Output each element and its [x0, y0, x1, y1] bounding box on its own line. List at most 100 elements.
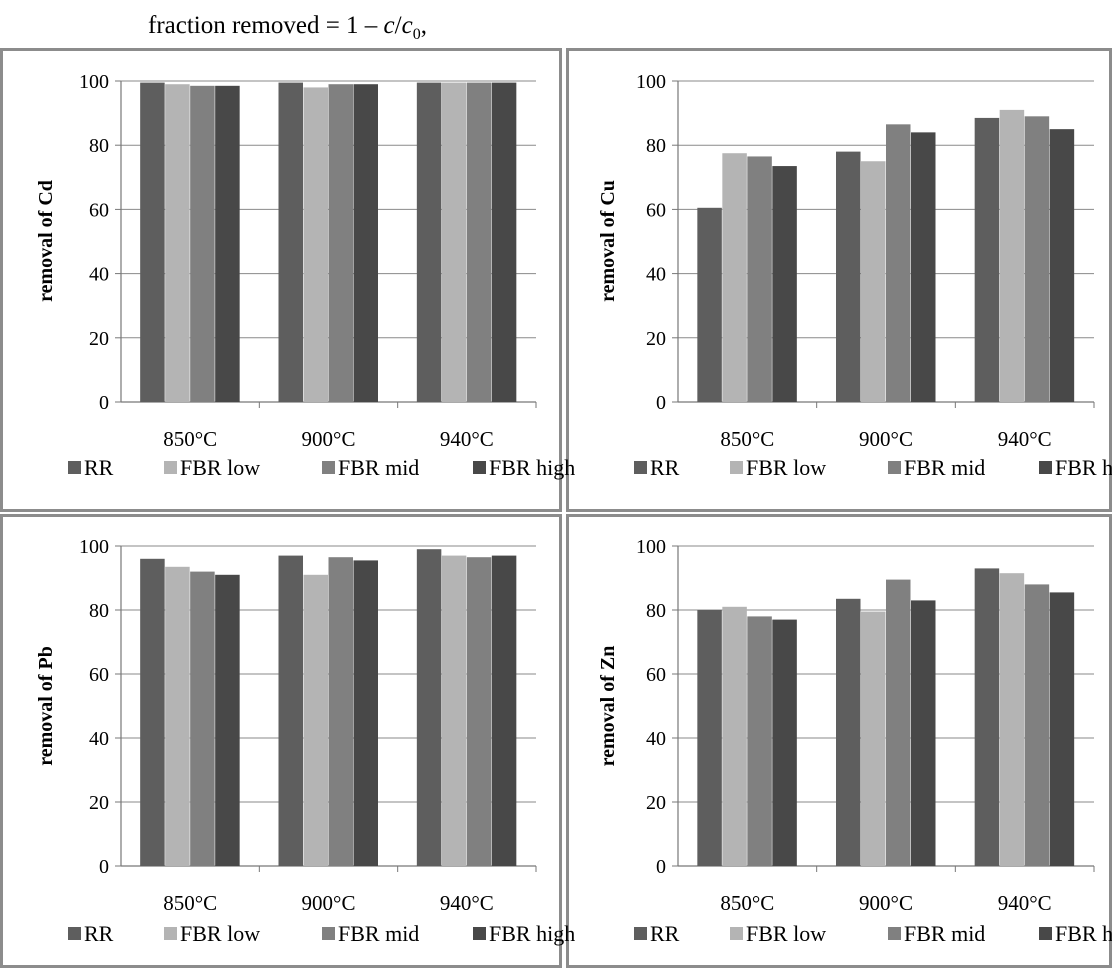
legend-swatch — [68, 927, 81, 940]
bar — [278, 555, 303, 866]
legend-swatch — [730, 461, 743, 474]
bar — [911, 600, 936, 866]
bar — [974, 568, 1000, 866]
legend: RR FBR low FBR mid FBR high — [634, 455, 1112, 480]
bar — [165, 566, 190, 866]
legend-label: FBR high — [489, 455, 575, 480]
bar — [328, 557, 353, 866]
y-axis-label: removal of Cu — [597, 180, 619, 302]
legend-swatch — [1039, 461, 1052, 474]
bar — [140, 82, 165, 402]
y-tick-label: 0 — [99, 392, 109, 414]
legend-swatch — [322, 461, 335, 474]
y-axis-label: removal of Zn — [597, 646, 619, 767]
bar — [722, 153, 747, 402]
bar — [416, 82, 442, 402]
x-tick-label: 900°C — [859, 891, 913, 915]
y-tick-label: 20 — [89, 328, 109, 350]
caption-suffix: , — [420, 12, 427, 39]
bar — [747, 616, 772, 866]
x-tick-label: 850°C — [163, 427, 217, 451]
bar — [911, 132, 936, 403]
bar — [772, 619, 797, 866]
bar — [999, 109, 1025, 402]
y-tick-label: 80 — [89, 600, 109, 622]
panel-frame-2 — [566, 48, 1112, 512]
bar — [861, 611, 886, 866]
bar — [165, 84, 190, 403]
bar — [441, 82, 467, 402]
y-axis-label: removal of Pb — [35, 646, 57, 766]
bar — [353, 84, 378, 403]
y-tick-label: 60 — [646, 664, 666, 686]
x-tick-label: 900°C — [859, 427, 913, 451]
bar — [1049, 129, 1075, 402]
bar — [836, 151, 861, 402]
y-tick-label: 60 — [646, 199, 666, 221]
bar — [747, 156, 772, 402]
bar — [466, 82, 492, 402]
bar — [215, 574, 240, 866]
y-tick-label: 20 — [89, 792, 109, 814]
y-tick-label: 60 — [89, 664, 109, 686]
figure-caption: fraction removed = 1 – c/c0, — [148, 12, 427, 44]
legend-label: FBR high — [489, 921, 575, 946]
bar — [303, 574, 328, 866]
y-tick-label: 100 — [636, 536, 666, 558]
legend-label: RR — [84, 921, 114, 946]
bar — [491, 82, 517, 402]
bar — [1024, 116, 1050, 402]
x-tick-label: 850°C — [720, 427, 774, 451]
legend: RR FBR low FBR mid FBR high — [68, 921, 575, 946]
bar — [278, 82, 303, 402]
legend-swatch — [68, 461, 81, 474]
legend: RR FBR low FBR mid FBR high — [634, 921, 1112, 946]
y-tick-label: 100 — [636, 71, 666, 93]
bar — [140, 558, 165, 866]
bar — [1024, 584, 1050, 866]
bar — [441, 555, 467, 866]
legend-swatch — [322, 927, 335, 940]
legend-label: RR — [650, 455, 680, 480]
legend-swatch — [473, 927, 486, 940]
legend-label: FBR mid — [338, 921, 419, 946]
legend-label: FBR low — [180, 921, 260, 946]
legend-label: FBR mid — [904, 455, 985, 480]
bar — [353, 560, 378, 866]
caption-c0: c — [401, 12, 413, 39]
y-tick-label: 0 — [656, 856, 666, 878]
legend-swatch — [164, 927, 177, 940]
legend-swatch — [473, 461, 486, 474]
legend: RR FBR low FBR mid FBR high — [68, 455, 575, 480]
bar — [861, 161, 886, 402]
legend-label: FBR high — [1055, 921, 1112, 946]
caption-sub: 0 — [412, 26, 421, 43]
legend-label: FBR low — [746, 921, 826, 946]
panel-frame-1 — [0, 48, 562, 512]
chart-1: 0 20 40 60 80 100 removal of Cd 850°C 900°C 940°C… — [35, 71, 575, 480]
bar — [974, 117, 1000, 402]
legend-label: RR — [84, 455, 114, 480]
y-tick-label: 20 — [646, 792, 666, 814]
y-tick-label: 40 — [89, 728, 109, 750]
bar — [466, 557, 492, 866]
legend-swatch — [634, 461, 647, 474]
y-tick-label: 60 — [89, 199, 109, 221]
legend-swatch — [888, 927, 901, 940]
legend-swatch — [634, 927, 647, 940]
legend-swatch — [1039, 927, 1052, 940]
bar — [697, 610, 722, 866]
legend-label: FBR low — [180, 455, 260, 480]
bar — [697, 207, 722, 402]
legend-label: FBR mid — [904, 921, 985, 946]
x-tick-label: 940°C — [440, 427, 494, 451]
bar — [886, 124, 911, 403]
legend-label: RR — [650, 921, 680, 946]
legend-swatch — [730, 927, 743, 940]
bar — [215, 85, 240, 402]
y-tick-label: 80 — [646, 600, 666, 622]
bar — [328, 84, 353, 403]
y-tick-label: 100 — [79, 536, 109, 558]
y-tick-label: 100 — [79, 71, 109, 93]
